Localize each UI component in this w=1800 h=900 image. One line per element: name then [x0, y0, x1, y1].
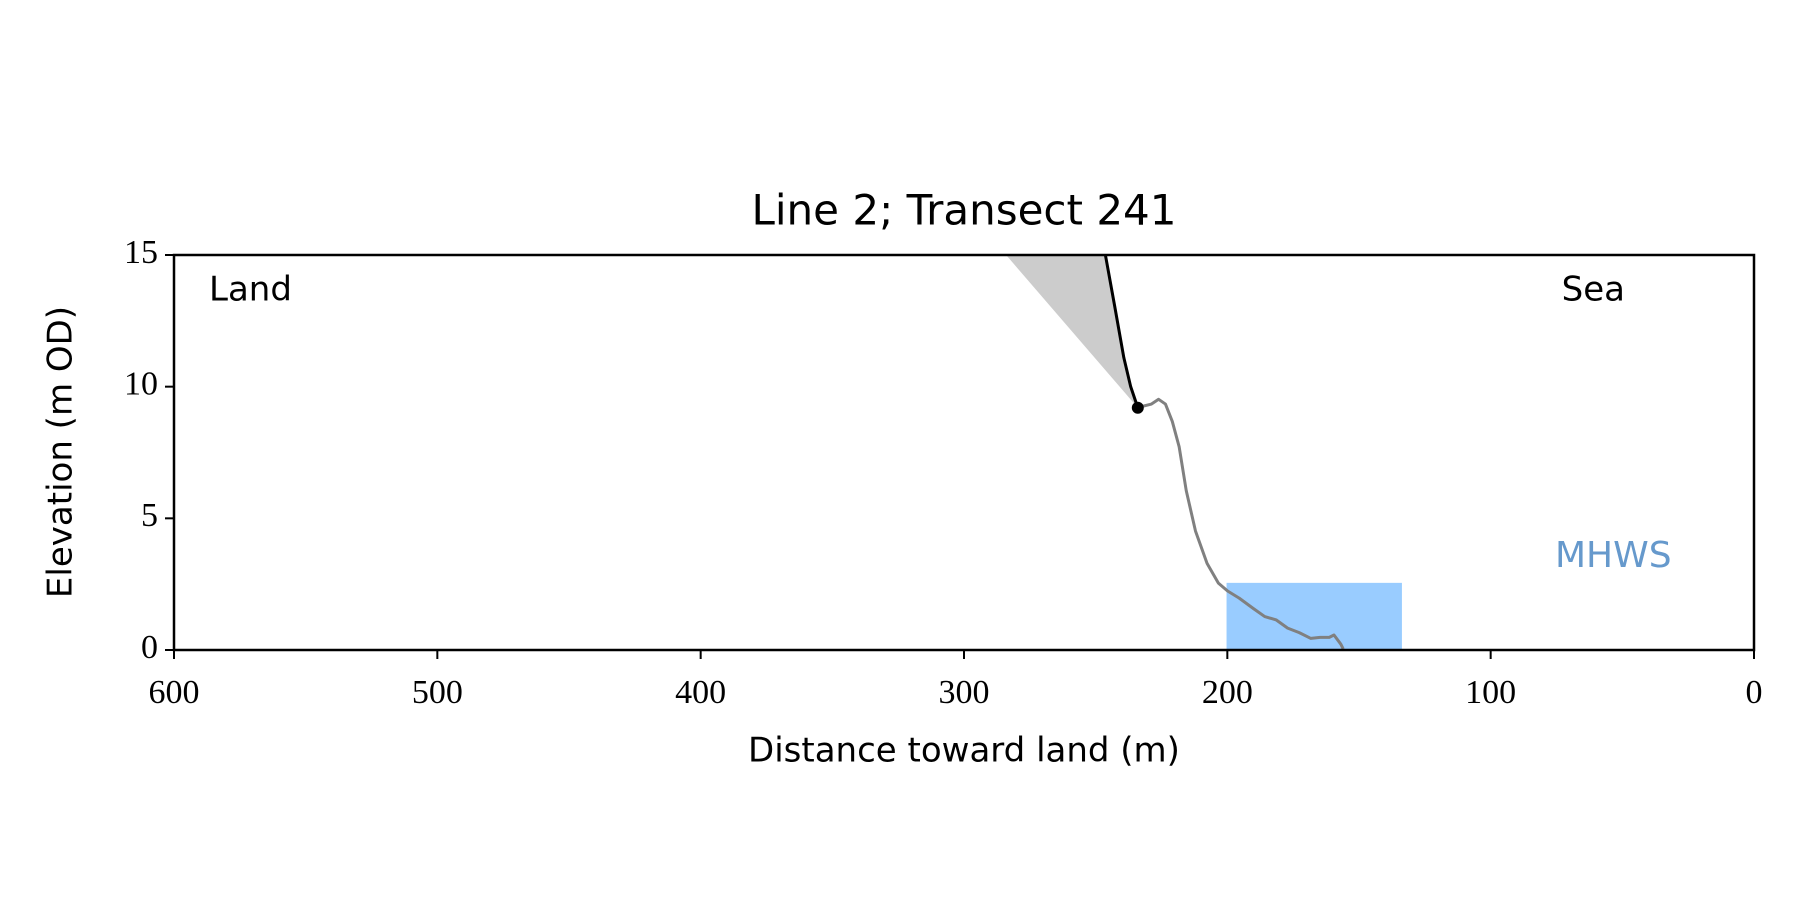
x-tick-label: 600 [149, 674, 200, 711]
x-tick-label: 400 [675, 674, 726, 711]
mhws-band [1226, 582, 1402, 650]
chart-title: Line 2; Transect 241 [751, 186, 1176, 235]
profile-line [1103, 254, 1140, 409]
y-axis-label: Elevation (m OD) [41, 306, 81, 598]
x-tick-label: 0 [1746, 674, 1763, 711]
mhws-label: MHWS [1555, 535, 1672, 576]
y-tick-label: 15 [124, 234, 158, 271]
land-label: Land [209, 270, 292, 310]
x-tick-label: 200 [1202, 674, 1253, 711]
cliff-top-point [1131, 401, 1144, 414]
plot-frame [172, 253, 1756, 652]
y-tick-label: 10 [124, 365, 158, 402]
x-axis-label: Distance toward land (m) [748, 731, 1180, 771]
x-tick-label: 500 [412, 674, 463, 711]
y-tick-label: 5 [141, 497, 158, 534]
cliff-fill [1006, 255, 1138, 408]
x-tick-label: 300 [939, 674, 990, 711]
x-tick-label: 100 [1465, 674, 1516, 711]
sea-label: Sea [1562, 270, 1625, 310]
y-tick-label: 0 [141, 629, 158, 666]
profile-line [1137, 397, 1345, 650]
